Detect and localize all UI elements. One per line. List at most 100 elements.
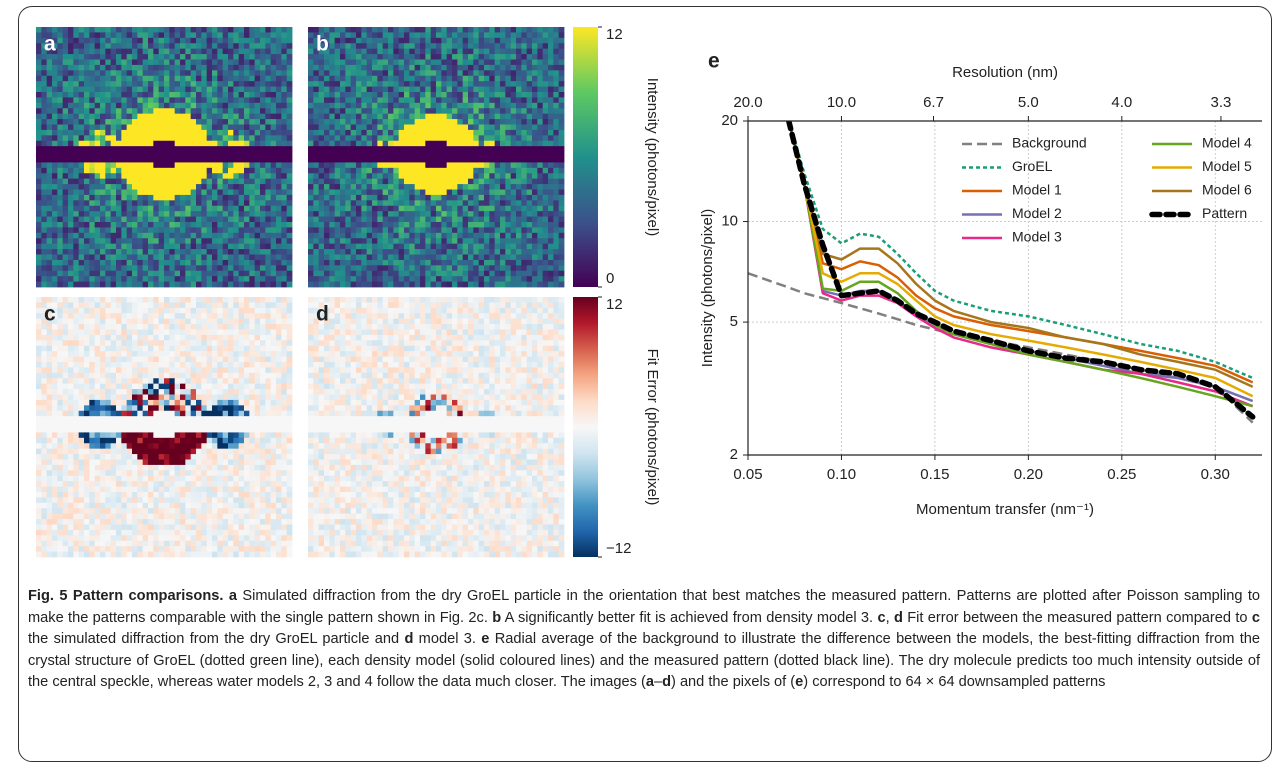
heatmap-pixel — [212, 97, 218, 103]
heatmap-pixel — [175, 255, 181, 261]
heatmap-pixel — [105, 308, 111, 314]
heatmap-pixel — [153, 97, 159, 103]
heatmap-pixel — [361, 81, 367, 87]
heatmap-pixel — [185, 168, 191, 174]
heatmap-pixel — [217, 200, 223, 206]
heatmap-pixel — [111, 43, 117, 49]
heatmap-pixel — [521, 97, 527, 103]
heatmap-pixel — [116, 157, 122, 163]
heatmap-pixel — [244, 65, 250, 71]
heatmap-pixel — [431, 244, 437, 250]
heatmap-pixel — [159, 184, 165, 190]
heatmap-pixel — [233, 313, 239, 319]
heatmap-pixel — [548, 125, 554, 131]
heatmap-pixel — [559, 211, 565, 217]
heatmap-pixel — [548, 271, 554, 277]
heatmap-pixel — [431, 27, 437, 33]
heatmap-pixel — [420, 108, 426, 114]
heatmap-pixel — [260, 179, 266, 185]
heatmap-pixel — [100, 319, 106, 325]
heatmap-pixel — [367, 70, 373, 76]
heatmap-pixel — [351, 173, 357, 179]
heatmap-pixel — [452, 195, 458, 201]
heatmap-pixel — [63, 195, 69, 201]
heatmap-pixel — [367, 146, 373, 152]
heatmap-pixel — [52, 92, 58, 98]
heatmap-pixel — [479, 282, 485, 288]
heatmap-pixel — [148, 179, 154, 185]
heatmap-pixel — [212, 152, 218, 158]
heatmap-pixel — [271, 54, 277, 60]
heatmap-pixel — [505, 43, 511, 49]
heatmap-pixel — [527, 157, 533, 163]
heatmap-pixel — [377, 49, 383, 55]
heatmap-pixel — [249, 324, 255, 330]
heatmap-pixel — [137, 43, 143, 49]
heatmap-pixel — [260, 130, 266, 136]
heatmap-pixel — [100, 146, 106, 152]
heatmap-pixel — [377, 282, 383, 288]
heatmap-pixel — [356, 179, 362, 185]
heatmap-pixel — [457, 184, 463, 190]
heatmap-pixel — [185, 108, 191, 114]
heatmap-pixel — [383, 76, 389, 82]
heatmap-pixel — [143, 249, 149, 255]
heatmap-pixel — [281, 190, 287, 196]
heatmap-pixel — [57, 130, 63, 136]
heatmap-pixel — [185, 276, 191, 282]
heatmap-pixel — [500, 168, 506, 174]
heatmap-pixel — [169, 335, 175, 341]
heatmap-pixel — [36, 211, 42, 217]
heatmap-pixel — [191, 217, 197, 223]
heatmap-pixel — [196, 313, 202, 319]
heatmap-pixel — [367, 141, 373, 147]
heatmap-pixel — [399, 135, 405, 141]
heatmap-pixel — [553, 222, 559, 228]
heatmap-pixel — [505, 38, 511, 44]
heatmap-pixel — [516, 222, 522, 228]
heatmap-pixel — [249, 81, 255, 87]
heatmap-pixel — [132, 308, 138, 314]
heatmap-pixel — [105, 249, 111, 255]
heatmap-pixel — [340, 49, 346, 55]
heatmap-pixel — [265, 162, 271, 168]
heatmap-pixel — [516, 114, 522, 120]
heatmap-pixel — [169, 38, 175, 44]
heatmap-pixel — [223, 265, 229, 271]
heatmap-pixel — [447, 184, 453, 190]
heatmap-pixel — [500, 249, 506, 255]
heatmap-pixel — [223, 313, 229, 319]
heatmap-pixel — [137, 135, 143, 141]
heatmap-pixel — [228, 27, 234, 33]
heatmap-pixel — [393, 27, 399, 33]
heatmap-pixel — [532, 238, 538, 244]
heatmap-pixel — [329, 38, 335, 44]
heatmap-pixel — [287, 233, 293, 239]
heatmap-pixel — [473, 168, 479, 174]
heatmap-pixel — [164, 168, 170, 174]
heatmap-pixel — [447, 114, 453, 120]
heatmap-pixel — [388, 97, 394, 103]
heatmap-pixel — [452, 260, 458, 266]
heatmap-pixel — [180, 114, 186, 120]
heatmap-pixel — [36, 70, 42, 76]
heatmap-pixel — [180, 152, 186, 158]
heatmap-pixel — [388, 135, 394, 141]
heatmap-pixel — [340, 200, 346, 206]
heatmap-pixel — [473, 81, 479, 87]
heatmap-pixel — [121, 200, 127, 206]
heatmap-pixel — [527, 200, 533, 206]
heatmap-pixel — [127, 255, 133, 261]
heatmap-pixel — [532, 173, 538, 179]
heatmap-pixel — [553, 146, 559, 152]
heatmap-pixel — [148, 297, 154, 303]
heatmap-pixel — [127, 87, 133, 93]
heatmap-pixel — [281, 184, 287, 190]
heatmap-pixel — [447, 173, 453, 179]
heatmap-pixel — [553, 271, 559, 277]
heatmap-pixel — [249, 222, 255, 228]
heatmap-pixel — [159, 135, 165, 141]
heatmap-pixel — [127, 184, 133, 190]
heatmap-pixel — [233, 297, 239, 303]
heatmap-pixel — [457, 260, 463, 266]
